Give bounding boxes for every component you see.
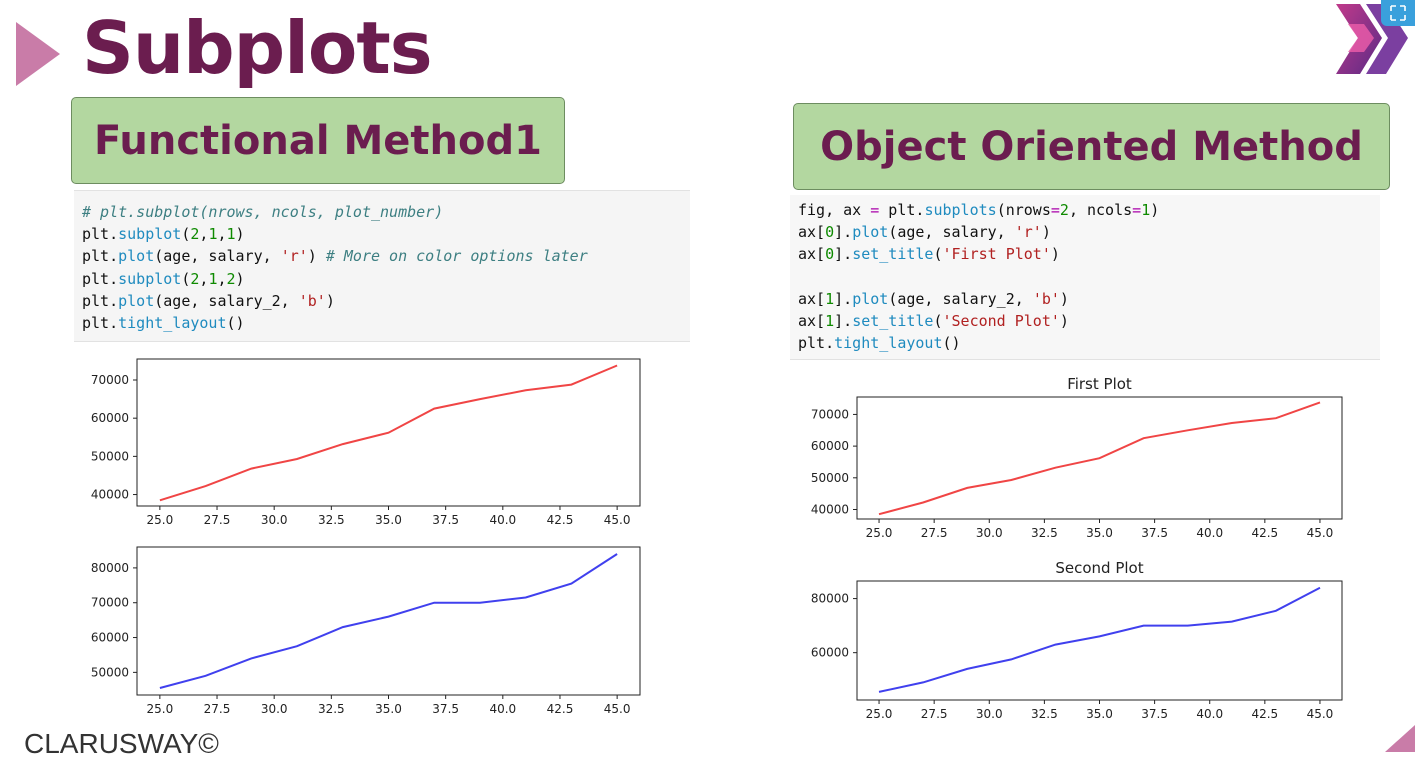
right-bottom-second-plot-chart: Second Plot 25.0 27.5 30.0 32.5 35.0 37.5 40.0 4… [811, 559, 1343, 721]
x-tick-label: 35.0 [1086, 526, 1113, 540]
x-tick-label: 42.5 [547, 513, 574, 527]
code-line: ax[0].plot(age, salary, 'r') [798, 223, 1051, 242]
y-tick-label: 60000 [91, 631, 129, 645]
x-tick-label: 30.0 [976, 707, 1003, 721]
x-tick-label: 25.0 [866, 707, 893, 721]
y-tick-label: 70000 [91, 373, 129, 387]
y-tick-label: 40000 [91, 488, 129, 502]
x-tick-label: 32.5 [318, 702, 345, 716]
y-tick-label: 60000 [91, 411, 129, 425]
x-tick-label: 45.0 [604, 513, 631, 527]
series-line [878, 401, 1321, 516]
x-tick-label: 37.5 [432, 702, 459, 716]
expand-icon[interactable] [1381, 0, 1415, 26]
x-tick-label: 32.5 [1031, 707, 1058, 721]
corner-triangle-icon [1385, 725, 1415, 752]
series-line [159, 364, 618, 502]
x-tick-label: 30.0 [976, 526, 1003, 540]
y-tick-label: 70000 [811, 407, 849, 421]
series-line [878, 586, 1321, 693]
x-tick-label: 25.0 [147, 702, 174, 716]
y-tick-label: 50000 [91, 449, 129, 463]
x-tick-label: 27.5 [921, 526, 948, 540]
x-tick-label: 40.0 [1196, 526, 1223, 540]
plot-title: First Plot [1067, 375, 1132, 393]
y-tick-label: 40000 [811, 502, 849, 516]
x-tick-label: 40.0 [1196, 707, 1223, 721]
x-tick-label: 35.0 [375, 513, 402, 527]
plot-title: Second Plot [1055, 559, 1143, 577]
code-line: plt.subplot(2,1,2) [82, 269, 245, 288]
functional-method-heading: Functional Method1 [71, 97, 565, 184]
y-tick-label: 60000 [811, 646, 849, 660]
x-tick-label: 45.0 [604, 702, 631, 716]
object-oriented-code-block: fig, ax = plt.subplots(nrows=2, ncols=1)… [790, 195, 1380, 360]
code-line: # plt.subplot(nrows, ncols, plot_number) [82, 203, 444, 221]
object-oriented-method-heading: Object Oriented Method [793, 103, 1390, 190]
x-tick-label: 30.0 [261, 702, 288, 716]
functional-code-block: # plt.subplot(nrows, ncols, plot_number)… [74, 190, 690, 342]
x-tick-label: 30.0 [261, 513, 288, 527]
y-tick-label: 50000 [91, 665, 129, 679]
clarusway-footer-logo: CLARUSWAY© [24, 728, 219, 759]
x-tick-label: 37.5 [1141, 707, 1168, 721]
y-tick-label: 50000 [811, 471, 849, 485]
y-tick-label: 80000 [91, 561, 129, 575]
code-line: plt.tight_layout() [798, 334, 961, 353]
x-tick-label: 35.0 [375, 702, 402, 716]
code-line: fig, ax = plt.subplots(nrows=2, ncols=1) [798, 201, 1160, 219]
x-tick-label: 25.0 [147, 513, 174, 527]
x-tick-label: 42.5 [1251, 526, 1278, 540]
x-tick-label: 35.0 [1086, 707, 1113, 721]
left-bottom-salary2-chart: 25.0 27.5 30.0 32.5 35.0 37.5 40.0 42.5 45.0 5000… [91, 546, 641, 716]
x-tick-label: 42.5 [547, 702, 574, 716]
code-line: plt.plot(age, salary_2, 'b') [82, 291, 335, 310]
x-tick-label: 37.5 [1141, 526, 1168, 540]
y-tick-label: 80000 [811, 592, 849, 606]
code-line [798, 266, 1380, 288]
x-tick-label: 45.0 [1307, 707, 1334, 721]
x-tick-label: 27.5 [921, 707, 948, 721]
y-tick-label: 70000 [91, 596, 129, 610]
right-top-first-plot-chart: First Plot 25.0 27.5 30.0 32.5 35.0 37.5 40.0 42… [811, 375, 1343, 540]
x-tick-label: 32.5 [318, 513, 345, 527]
code-line: plt.subplot(2,1,1) [82, 225, 245, 244]
x-tick-label: 27.5 [204, 513, 231, 527]
y-tick-label: 60000 [811, 439, 849, 453]
x-tick-label: 40.0 [489, 702, 516, 716]
x-tick-label: 40.0 [489, 513, 516, 527]
series-line [159, 553, 618, 689]
left-top-salary-chart: 25.0 27.5 30.0 32.5 35.0 37.5 40.0 42.5 45.0 4000… [91, 358, 641, 527]
x-tick-label: 45.0 [1307, 526, 1334, 540]
code-line: plt.plot(age, salary, 'r') # More on col… [82, 247, 588, 266]
x-tick-label: 42.5 [1251, 707, 1278, 721]
plot-frame [856, 580, 1343, 701]
slide-title: Subplots [82, 6, 433, 90]
x-tick-label: 37.5 [432, 513, 459, 527]
code-line: ax[0].set_title('First Plot') [798, 245, 1060, 264]
code-line: ax[1].set_title('Second Plot') [798, 312, 1069, 331]
triangle-bullet-icon [16, 22, 60, 86]
x-tick-label: 32.5 [1031, 526, 1058, 540]
x-tick-label: 27.5 [204, 702, 231, 716]
code-line: ax[1].plot(age, salary_2, 'b') [798, 289, 1069, 308]
x-tick-label: 25.0 [866, 526, 893, 540]
code-line: plt.tight_layout() [82, 314, 245, 333]
